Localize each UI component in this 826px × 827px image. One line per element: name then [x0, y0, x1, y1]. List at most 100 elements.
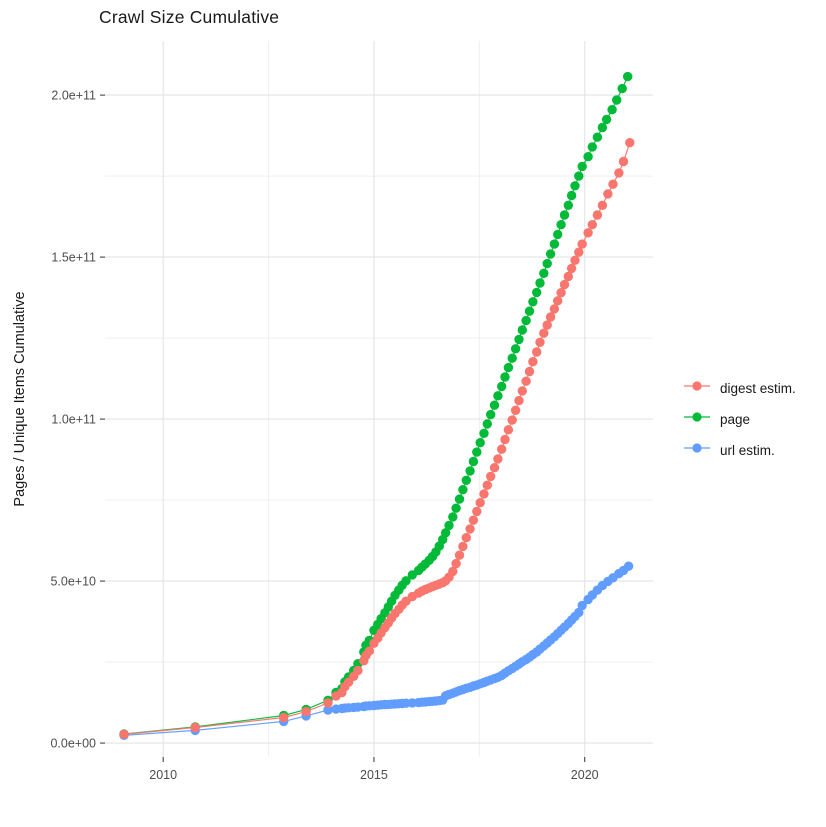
data-point-digest-estim-	[535, 337, 545, 347]
x-tick-label: 2020	[571, 768, 599, 782]
data-point-digest-estim-	[510, 405, 521, 415]
data-point-page	[486, 409, 496, 420]
data-point-digest-estim-	[618, 156, 629, 167]
data-point-digest-estim-	[451, 558, 461, 569]
legend-item-url-estim: url estim.	[682, 439, 796, 461]
data-point-page	[617, 83, 627, 94]
data-point-page	[524, 306, 535, 316]
data-point-page	[448, 512, 458, 522]
data-point-digest-estim-	[563, 271, 573, 282]
data-point-digest-estim-	[472, 506, 482, 517]
data-point-digest-estim-	[549, 304, 560, 314]
legend: digest estim. page url estim.	[682, 377, 796, 461]
x-tick-label: 2015	[360, 768, 388, 782]
data-point-digest-estim-	[574, 247, 584, 257]
data-point-digest-estim-	[592, 210, 603, 220]
data-point-digest-estim-	[597, 200, 608, 210]
data-point-digest-estim-	[559, 279, 570, 290]
data-point-page	[612, 95, 622, 105]
chart-title: Crawl Size Cumulative	[99, 7, 280, 27]
legend-label: page	[720, 411, 751, 427]
data-point-page	[539, 268, 549, 278]
data-point-page	[451, 503, 461, 513]
data-point-digest-estim-	[539, 328, 549, 338]
data-point-digest-estim-	[625, 138, 635, 148]
data-point-digest-estim-	[190, 722, 200, 733]
data-point-digest-estim-	[465, 524, 475, 534]
data-point-page	[461, 475, 471, 485]
data-point-page	[532, 287, 542, 298]
data-point-url-estim-	[623, 561, 634, 571]
data-point-digest-estim-	[521, 376, 531, 386]
data-point-digest-estim-	[583, 228, 593, 238]
data-point-page	[553, 229, 563, 240]
y-tick-label: 1.0e+11	[51, 413, 96, 427]
data-point-page	[475, 438, 485, 448]
data-point-page	[444, 520, 454, 531]
data-point-page	[493, 391, 503, 401]
data-point-page	[507, 353, 517, 363]
data-point-digest-estim-	[458, 541, 468, 552]
data-point-page	[570, 181, 580, 191]
data-point-page	[521, 315, 531, 326]
data-point-digest-estim-	[587, 220, 597, 230]
data-point-digest-estim-	[553, 296, 563, 306]
data-point-digest-estim-	[489, 463, 500, 473]
data-point-page	[542, 258, 552, 269]
data-point-digest-estim-	[614, 168, 624, 178]
data-point-page	[592, 132, 603, 142]
digest-estim-key-icon	[682, 375, 712, 402]
page-key-icon	[682, 406, 712, 433]
data-point-page	[566, 190, 577, 201]
legend-item-page: page	[682, 408, 796, 430]
data-point-page	[503, 362, 514, 373]
data-point-page	[597, 122, 608, 133]
data-point-page	[574, 171, 584, 181]
data-point-page	[549, 239, 560, 249]
data-point-digest-estim-	[517, 386, 527, 396]
data-point-digest-estim-	[119, 729, 129, 739]
data-point-page	[563, 200, 573, 210]
data-point-digest-estim-	[486, 471, 496, 482]
data-point-digest-estim-	[448, 566, 458, 577]
data-point-page	[514, 334, 524, 345]
data-point-page	[607, 105, 617, 115]
data-point-page	[468, 456, 479, 467]
data-point-digest-estim-	[566, 263, 577, 274]
y-tick-label: 1.5e+11	[51, 251, 96, 265]
data-point-digest-estim-	[556, 288, 566, 298]
data-point-page	[465, 466, 475, 476]
data-point-page	[472, 447, 482, 457]
y-tick-label: 2.0e+11	[51, 89, 96, 103]
data-point-digest-estim-	[482, 480, 492, 490]
data-point-page	[517, 325, 527, 335]
data-point-digest-estim-	[603, 189, 613, 199]
data-point-digest-estim-	[323, 698, 333, 708]
data-point-page	[497, 381, 507, 392]
data-point-digest-estim-	[514, 395, 524, 406]
data-point-digest-estim-	[500, 434, 510, 445]
data-point-digest-estim-	[468, 515, 479, 525]
data-point-page	[479, 428, 489, 438]
data-point-digest-estim-	[570, 255, 580, 265]
legend-item-digest-estim: digest estim.	[682, 377, 796, 399]
x-tick-label: 2010	[149, 768, 177, 782]
data-point-digest-estim-	[479, 489, 489, 499]
data-point-page	[440, 528, 451, 538]
data-point-digest-estim-	[279, 712, 289, 723]
data-point-page	[545, 249, 556, 259]
data-point-digest-estim-	[542, 320, 552, 330]
data-point-page	[489, 400, 500, 410]
series-line-page	[123, 76, 629, 735]
data-point-digest-estim-	[461, 533, 471, 543]
data-point-page	[559, 210, 570, 220]
data-point-digest-estim-	[528, 357, 538, 367]
data-point-page	[482, 419, 492, 429]
data-point-digest-estim-	[608, 179, 618, 189]
data-point-digest-estim-	[493, 454, 503, 464]
legend-label: url estim.	[720, 442, 775, 458]
data-point-page	[454, 494, 465, 504]
data-point-page	[601, 114, 612, 125]
data-point-digest-estim-	[301, 706, 311, 717]
